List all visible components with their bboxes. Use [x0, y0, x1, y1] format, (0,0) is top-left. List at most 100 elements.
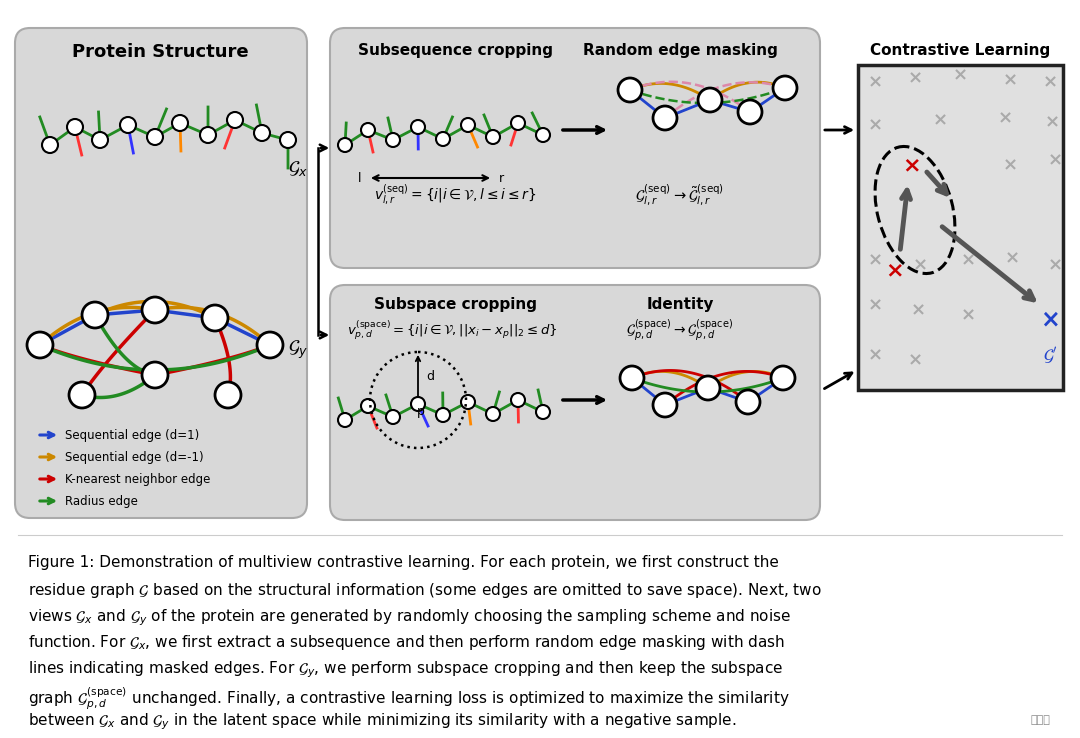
Text: $\mathcal{G}_y$: $\mathcal{G}_y$ [288, 339, 308, 361]
Circle shape [338, 138, 352, 152]
Circle shape [738, 100, 762, 124]
Circle shape [257, 332, 283, 358]
Text: ×: × [1002, 71, 1017, 89]
Text: ×: × [867, 73, 882, 91]
Circle shape [511, 116, 525, 130]
Text: Subspace cropping: Subspace cropping [374, 297, 537, 312]
Circle shape [511, 393, 525, 407]
Text: ×: × [867, 251, 882, 269]
Circle shape [141, 362, 168, 388]
Text: p: p [417, 405, 424, 418]
Text: ×: × [910, 301, 926, 319]
Circle shape [486, 407, 500, 421]
Text: Protein Structure: Protein Structure [71, 43, 248, 61]
Text: ×: × [867, 296, 882, 314]
Circle shape [386, 410, 400, 424]
Text: Radius edge: Radius edge [65, 494, 138, 508]
Circle shape [461, 395, 475, 409]
Circle shape [386, 133, 400, 147]
Circle shape [69, 382, 95, 408]
Text: ×: × [907, 69, 922, 87]
Circle shape [536, 405, 550, 419]
Circle shape [696, 376, 720, 400]
Text: ×: × [932, 111, 947, 129]
Text: 量子位: 量子位 [1030, 715, 1050, 725]
Text: ×: × [913, 256, 928, 274]
Circle shape [172, 115, 188, 131]
Text: views $\mathcal{G}_x$ and $\mathcal{G}_y$ of the protein are generated by random: views $\mathcal{G}_x$ and $\mathcal{G}_y… [28, 607, 791, 627]
Circle shape [653, 393, 677, 417]
Text: ×: × [1004, 249, 1020, 267]
Circle shape [82, 302, 108, 328]
FancyBboxPatch shape [15, 28, 307, 518]
Circle shape [147, 129, 163, 145]
Circle shape [27, 332, 53, 358]
Text: $\mathcal{G}_{p,d}^{(\mathrm{space})} \rightarrow \mathcal{G}_{p,d}^{(\mathrm{sp: $\mathcal{G}_{p,d}^{(\mathrm{space})} \r… [626, 317, 733, 343]
Text: ×: × [1048, 151, 1063, 169]
Text: Sequential edge (d=1): Sequential edge (d=1) [65, 429, 199, 441]
Circle shape [536, 128, 550, 142]
Text: Sequential edge (d=-1): Sequential edge (d=-1) [65, 450, 204, 463]
Text: r: r [499, 171, 503, 184]
Circle shape [436, 132, 450, 146]
Text: $\mathcal{G}_x$: $\mathcal{G}_x$ [288, 159, 308, 178]
Text: lines indicating masked edges. For $\mathcal{G}_y$, we perform subspace cropping: lines indicating masked edges. For $\mat… [28, 659, 783, 680]
FancyBboxPatch shape [330, 28, 820, 268]
Text: ×: × [867, 346, 882, 364]
Circle shape [653, 106, 677, 130]
Text: ×: × [998, 109, 1013, 127]
Text: graph $\mathcal{G}^{\mathrm{(space)}}_{p,d}$ unchanged. Finally, a contrastive l: graph $\mathcal{G}^{\mathrm{(space)}}_{p… [28, 685, 789, 711]
Text: residue graph $\mathcal{G}$ based on the structural information (some edges are : residue graph $\mathcal{G}$ based on the… [28, 581, 822, 600]
Text: d: d [426, 370, 434, 382]
Text: between $\mathcal{G}_x$ and $\mathcal{G}_y$ in the latent space while minimizing: between $\mathcal{G}_x$ and $\mathcal{G}… [28, 711, 737, 731]
Text: Figure 1: Demonstration of multiview contrastive learning. For each protein, we : Figure 1: Demonstration of multiview con… [28, 555, 779, 570]
Circle shape [773, 76, 797, 100]
Text: $v_{l,r}^{(\mathrm{seq})} = \{i|i \in \mathcal{V}, l \leq i \leq r\}$: $v_{l,r}^{(\mathrm{seq})} = \{i|i \in \m… [374, 183, 536, 207]
Text: Identity: Identity [646, 297, 714, 312]
Circle shape [92, 132, 108, 148]
Text: Subsequence cropping: Subsequence cropping [357, 43, 553, 58]
Circle shape [411, 397, 426, 411]
Circle shape [361, 399, 375, 413]
Circle shape [735, 390, 760, 414]
Text: function. For $\mathcal{G}_x$, we first extract a subsequence and then perform r: function. For $\mathcal{G}_x$, we first … [28, 633, 785, 652]
Circle shape [771, 366, 795, 390]
Text: ×: × [960, 306, 975, 324]
Text: Contrastive Learning: Contrastive Learning [869, 43, 1050, 58]
Text: $v_{p,d}^{(\mathrm{space})} = \{i|i \in \mathcal{V}, ||x_i - x_p||_2 \leq d\}$: $v_{p,d}^{(\mathrm{space})} = \{i|i \in … [347, 318, 557, 342]
Text: l: l [359, 171, 362, 184]
Circle shape [411, 120, 426, 134]
FancyBboxPatch shape [858, 65, 1063, 390]
Circle shape [338, 413, 352, 427]
Text: ×: × [1044, 113, 1059, 131]
Circle shape [202, 305, 228, 331]
Text: $\mathcal{G}_{l,r}^{(\mathrm{seq})} \rightarrow \tilde{\mathcal{G}}_{l,r}^{(\mat: $\mathcal{G}_{l,r}^{(\mathrm{seq})} \rig… [635, 182, 725, 207]
Circle shape [461, 118, 475, 132]
Circle shape [200, 127, 216, 143]
Text: ×: × [907, 351, 922, 369]
Circle shape [141, 297, 168, 323]
Text: ×: × [886, 260, 904, 280]
Circle shape [620, 366, 644, 390]
Text: ×: × [960, 251, 975, 269]
Circle shape [618, 78, 642, 102]
Text: ×: × [1040, 308, 1059, 332]
Circle shape [280, 132, 296, 148]
Text: $\mathcal{G}'$: $\mathcal{G}'$ [1042, 345, 1057, 365]
Text: K-nearest neighbor edge: K-nearest neighbor edge [65, 472, 211, 486]
Text: ×: × [1042, 73, 1057, 91]
Circle shape [120, 117, 136, 133]
Text: ×: × [1002, 156, 1017, 174]
Circle shape [254, 125, 270, 141]
Circle shape [67, 119, 83, 135]
Circle shape [698, 88, 723, 112]
Circle shape [486, 130, 500, 144]
Circle shape [361, 123, 375, 137]
Circle shape [215, 382, 241, 408]
Text: ×: × [1048, 256, 1063, 274]
Circle shape [436, 408, 450, 422]
FancyBboxPatch shape [330, 285, 820, 520]
Text: ×: × [953, 66, 968, 84]
Text: ×: × [867, 116, 882, 134]
Text: Random edge masking: Random edge masking [582, 43, 778, 58]
